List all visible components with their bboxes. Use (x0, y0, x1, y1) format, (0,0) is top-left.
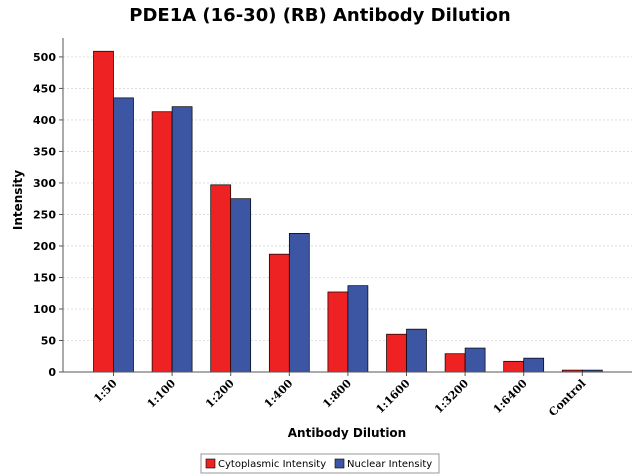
bar-nuclear (113, 97, 134, 373)
bar-cytoplasmic (327, 291, 349, 373)
legend-swatch-cytoplasmic (205, 458, 216, 469)
y-axis-label: Intensity (11, 170, 25, 230)
y-tick-label: 300 (33, 177, 56, 190)
x-tick-label: 1:400 (262, 377, 296, 411)
y-tick-label: 200 (33, 240, 56, 253)
bars (93, 50, 603, 373)
y-tick-label: 500 (33, 51, 56, 64)
bar-cytoplasmic (210, 184, 232, 373)
y-tick-label: 50 (41, 334, 57, 347)
x-tick-label: 1:200 (203, 377, 237, 411)
bar-nuclear (171, 106, 193, 373)
x-tick-label: Control (546, 377, 588, 419)
x-axis-label: Antibody Dilution (288, 426, 406, 440)
y-tick-label: 150 (33, 271, 56, 284)
legend-label-nuclear: Nuclear Intensity (347, 459, 432, 470)
y-tick-label: 100 (33, 303, 56, 316)
bar-cytoplasmic (503, 360, 525, 373)
legend-swatch-nuclear (334, 458, 345, 469)
bar-nuclear (523, 357, 545, 373)
legend-label-cytoplasmic: Cytoplasmic Intensity (218, 459, 326, 470)
y-tick-label: 250 (33, 208, 56, 221)
bar-nuclear (406, 328, 427, 373)
x-tick-label: 1:3200 (432, 377, 471, 416)
x-tick-label: 1:100 (145, 377, 179, 411)
y-tick-label: 450 (33, 82, 56, 95)
y-tick-label: 350 (33, 145, 56, 158)
bar-nuclear (464, 347, 486, 373)
legend: Cytoplasmic Intensity Nuclear Intensity (200, 453, 440, 474)
y-tick-label: 0 (48, 366, 56, 379)
y-ticks: 0 50 100 150 200 250 300 350 400 450 500 (33, 51, 63, 379)
bar-cytoplasmic (444, 353, 466, 373)
bar-cytoplasmic (93, 50, 114, 373)
bar-cytoplasmic (268, 253, 290, 373)
bar-nuclear (230, 198, 252, 373)
bar-nuclear (347, 285, 369, 373)
x-tick-label: 1:800 (320, 377, 354, 411)
x-tick-label: 1:1600 (373, 377, 412, 416)
bar-cytoplasmic (151, 111, 173, 373)
x-ticks: 1:50 1:100 1:200 1:400 1:800 1:1600 1:3200 1:64… (91, 372, 588, 419)
x-tick-label: 1:6400 (491, 377, 530, 416)
y-tick-label: 400 (33, 114, 56, 127)
legend-box (200, 453, 440, 474)
x-tick-label: 1:50 (91, 377, 120, 406)
bar-cytoplasmic (386, 333, 407, 373)
bar-nuclear (288, 233, 310, 373)
chart-title: PDE1A (16-30) (RB) Antibody Dilution (129, 5, 510, 26)
